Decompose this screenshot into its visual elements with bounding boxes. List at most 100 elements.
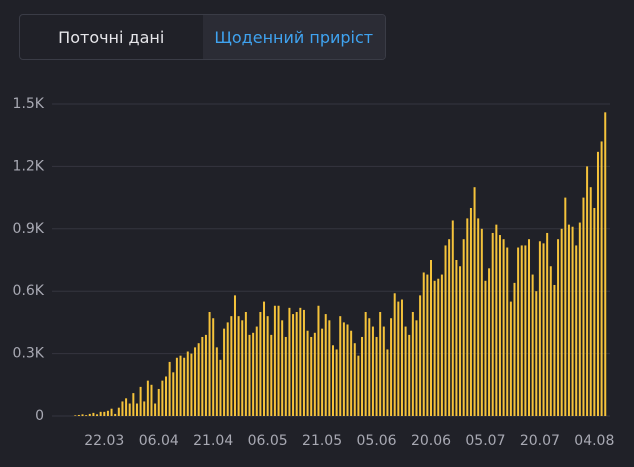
bar [379, 312, 382, 416]
bar [103, 411, 106, 416]
bar [204, 334, 207, 416]
bar [96, 414, 99, 416]
bar [462, 239, 465, 416]
bar [408, 334, 411, 416]
bar [586, 166, 589, 416]
bar [535, 291, 538, 416]
bar [125, 398, 128, 416]
bar [488, 268, 491, 416]
bar [106, 410, 109, 416]
bar [321, 328, 324, 416]
x-tick-label: 21.05 [302, 433, 342, 449]
bar [135, 403, 138, 416]
bar [226, 322, 229, 416]
bar [165, 376, 168, 416]
bar [302, 309, 305, 416]
bar [77, 414, 80, 416]
bar [411, 312, 414, 416]
y-tick-label: 1.2K [13, 158, 45, 174]
bar [371, 326, 374, 416]
bar [404, 326, 407, 416]
tab[interactable]: Поточні дані [58, 27, 165, 47]
bar [549, 266, 552, 416]
bar [484, 280, 487, 416]
x-tick-label: 05.06 [357, 433, 397, 449]
y-tick-label: 0 [35, 408, 44, 424]
bar [92, 412, 95, 416]
bar [139, 386, 142, 416]
bar [99, 411, 102, 416]
bar [455, 260, 458, 416]
bar [248, 334, 251, 416]
bar [208, 312, 211, 416]
bar [74, 415, 77, 416]
tab[interactable]: Щоденний приріст [202, 15, 385, 59]
bar [266, 316, 269, 416]
bar [426, 274, 429, 416]
bar [353, 343, 356, 416]
bar [179, 355, 182, 416]
bar [110, 408, 113, 416]
bar [502, 239, 505, 416]
bar [281, 320, 284, 416]
bar [270, 334, 273, 416]
bar [520, 245, 523, 416]
bar [553, 284, 556, 416]
bar [600, 141, 603, 416]
bar [81, 414, 84, 416]
bar [212, 318, 215, 416]
x-tick-label: 22.03 [84, 433, 124, 449]
bar [328, 320, 331, 416]
bar [430, 260, 432, 416]
bar [157, 388, 160, 416]
bar [498, 235, 501, 416]
bar [259, 312, 262, 416]
bar [393, 293, 396, 416]
bar [495, 224, 498, 416]
bar [215, 347, 218, 416]
bar [357, 355, 360, 416]
bar [596, 151, 599, 416]
y-tick-label: 0.3K [13, 346, 45, 362]
bar [186, 351, 189, 416]
bar [230, 316, 233, 416]
bar [538, 241, 541, 416]
bar [564, 197, 567, 416]
bar [451, 220, 454, 416]
bar [524, 245, 527, 416]
bar [350, 330, 353, 416]
bar [263, 301, 266, 416]
bar [273, 305, 276, 416]
bar [197, 343, 200, 416]
bar [477, 218, 480, 416]
bar [437, 278, 440, 416]
bar [201, 336, 204, 416]
y-tick-label: 1.5K [13, 96, 45, 112]
bar [578, 222, 581, 416]
bar [114, 413, 117, 416]
bar [284, 336, 287, 416]
bar [331, 345, 334, 416]
bar [244, 312, 247, 416]
bar [604, 112, 607, 416]
bar [146, 380, 149, 416]
bar [368, 318, 371, 416]
bar [143, 401, 146, 416]
bar [255, 326, 258, 416]
bar [292, 314, 295, 416]
bar [466, 218, 469, 416]
bar [88, 413, 91, 416]
bar [400, 299, 403, 416]
bar [233, 295, 236, 416]
x-tick-label: 06.04 [139, 433, 179, 449]
x-tick-label: 21.04 [193, 433, 233, 449]
x-tick-label: 06.05 [248, 433, 288, 449]
bar [419, 295, 422, 416]
bar [128, 403, 131, 416]
bar [491, 232, 494, 416]
bar [531, 274, 534, 416]
bar [575, 245, 578, 416]
bar [542, 243, 545, 416]
